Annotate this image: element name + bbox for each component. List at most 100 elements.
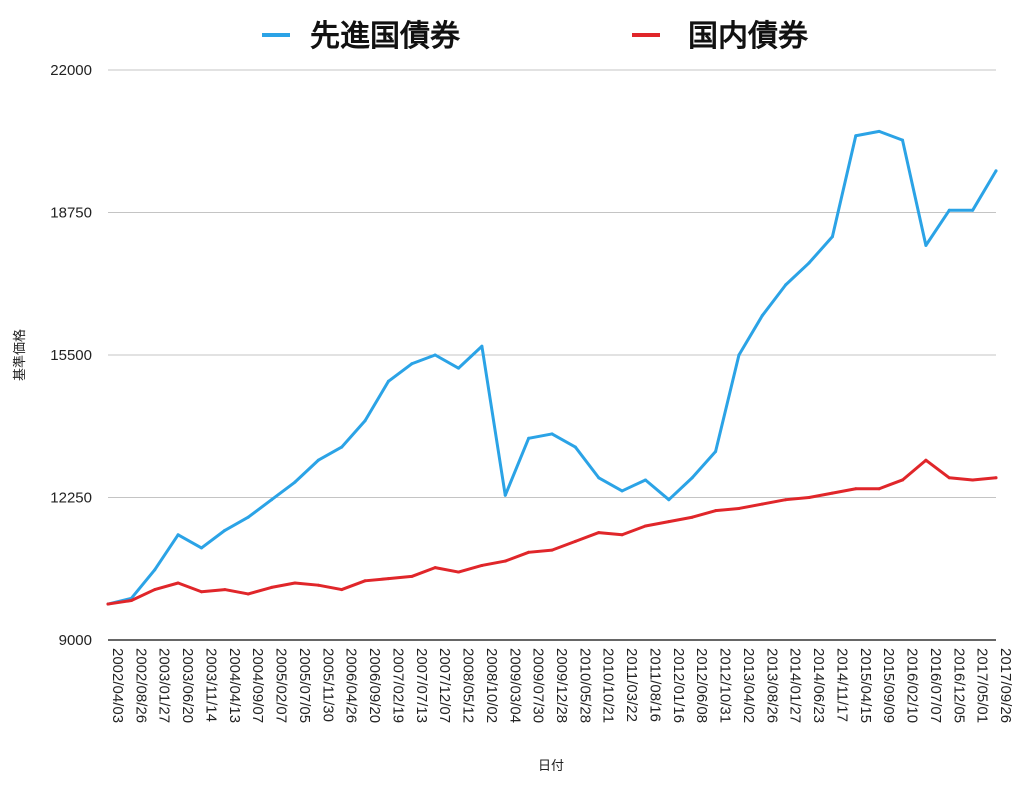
data-point xyxy=(573,539,577,543)
x-tick-label: 2012/06/08 xyxy=(693,648,710,723)
data-point xyxy=(854,487,858,491)
data-point xyxy=(246,592,250,596)
data-point xyxy=(760,502,764,506)
x-tick-label: 2007/12/07 xyxy=(436,648,453,723)
x-tick-label: 2014/11/17 xyxy=(833,648,850,722)
data-point xyxy=(690,476,694,480)
data-point xyxy=(947,476,951,480)
series-line-1 xyxy=(106,129,998,606)
x-tick-label: 2014/01/27 xyxy=(787,648,804,723)
data-point xyxy=(830,235,834,239)
x-axis-title: 日付 xyxy=(538,759,564,774)
x-axis-ticks: 2002/04/03 2002/08/26 2003/01/27 2003/06/20… xyxy=(109,648,1014,723)
data-point xyxy=(410,574,414,578)
x-tick-label: 2016/12/05 xyxy=(950,648,967,723)
data-point xyxy=(971,478,975,482)
data-point xyxy=(667,498,671,502)
x-tick-label: 2010/10/21 xyxy=(600,648,617,723)
x-tick-label: 2002/04/03 xyxy=(109,648,126,723)
chart-legend: 先進国債券 国内債券 xyxy=(262,19,809,54)
x-tick-label: 2009/03/04 xyxy=(506,648,523,723)
data-point xyxy=(784,283,788,287)
data-point xyxy=(270,585,274,589)
data-point xyxy=(830,491,834,495)
data-point xyxy=(527,436,531,440)
x-tick-label: 2007/07/13 xyxy=(413,648,430,723)
data-point xyxy=(129,599,133,603)
data-point xyxy=(877,487,881,491)
data-point xyxy=(246,515,250,519)
data-point xyxy=(690,515,694,519)
x-tick-label: 2005/07/05 xyxy=(296,648,313,723)
data-point xyxy=(550,432,554,436)
y-tick-label: 18750 xyxy=(50,205,92,222)
x-tick-label: 2008/05/12 xyxy=(460,648,477,723)
data-point xyxy=(176,533,180,537)
data-point xyxy=(924,243,928,247)
data-point xyxy=(386,379,390,383)
x-tick-label: 2017/05/01 xyxy=(974,648,991,723)
data-point xyxy=(223,588,227,592)
series-2 xyxy=(106,458,998,606)
data-point xyxy=(807,261,811,265)
data-point xyxy=(667,520,671,524)
data-point xyxy=(363,419,367,423)
x-tick-label: 2006/04/26 xyxy=(343,648,360,723)
x-tick-label: 2013/08/26 xyxy=(763,648,780,723)
data-point xyxy=(714,509,718,513)
y-tick-label: 22000 xyxy=(50,62,92,79)
x-tick-label: 2007/02/19 xyxy=(389,648,406,723)
data-point xyxy=(527,550,531,554)
x-tick-label: 2010/05/28 xyxy=(576,648,593,723)
x-tick-label: 2014/06/23 xyxy=(810,648,827,723)
data-point xyxy=(106,602,110,606)
data-point xyxy=(293,480,297,484)
data-point xyxy=(714,449,718,453)
data-point xyxy=(153,568,157,572)
data-point xyxy=(901,138,905,142)
gridlines xyxy=(108,69,996,641)
data-point xyxy=(620,533,624,537)
data-point xyxy=(643,478,647,482)
series-line-2 xyxy=(106,458,998,606)
x-tick-label: 2017/09/26 xyxy=(997,648,1014,723)
x-tick-label: 2003/01/27 xyxy=(156,648,173,723)
data-point xyxy=(503,493,507,497)
data-point xyxy=(176,581,180,585)
data-point xyxy=(877,129,881,133)
data-point xyxy=(597,531,601,535)
data-point xyxy=(199,546,203,550)
y-tick-label: 12250 xyxy=(50,490,92,507)
data-point xyxy=(994,476,998,480)
series-1 xyxy=(106,129,998,606)
x-tick-label: 2012/10/31 xyxy=(717,648,734,723)
data-point xyxy=(316,583,320,587)
data-point xyxy=(550,548,554,552)
data-point xyxy=(316,458,320,462)
x-tick-label: 2012/01/16 xyxy=(670,648,687,723)
data-point xyxy=(503,559,507,563)
data-point xyxy=(760,314,764,318)
x-tick-label: 2003/11/14 xyxy=(202,648,219,722)
data-point xyxy=(854,134,858,138)
x-tick-label: 2009/12/28 xyxy=(553,648,570,723)
x-tick-label: 2015/09/09 xyxy=(880,648,897,723)
data-point xyxy=(480,344,484,348)
data-point xyxy=(737,353,741,357)
data-point xyxy=(293,581,297,585)
x-tick-label: 2013/04/02 xyxy=(740,648,757,723)
x-tick-label: 2016/07/07 xyxy=(927,648,944,723)
data-point xyxy=(457,366,461,370)
data-point xyxy=(807,496,811,499)
data-point xyxy=(340,588,344,592)
x-tick-label: 2006/09/20 xyxy=(366,648,383,723)
x-tick-label: 2015/04/15 xyxy=(857,648,874,723)
data-point xyxy=(784,498,788,502)
data-point xyxy=(480,563,484,567)
x-tick-label: 2004/09/07 xyxy=(249,648,266,723)
legend-label-series-2: 国内債券 xyxy=(688,19,809,54)
data-point xyxy=(433,353,437,357)
x-tick-label: 2002/08/26 xyxy=(132,648,149,723)
data-point xyxy=(737,506,741,510)
